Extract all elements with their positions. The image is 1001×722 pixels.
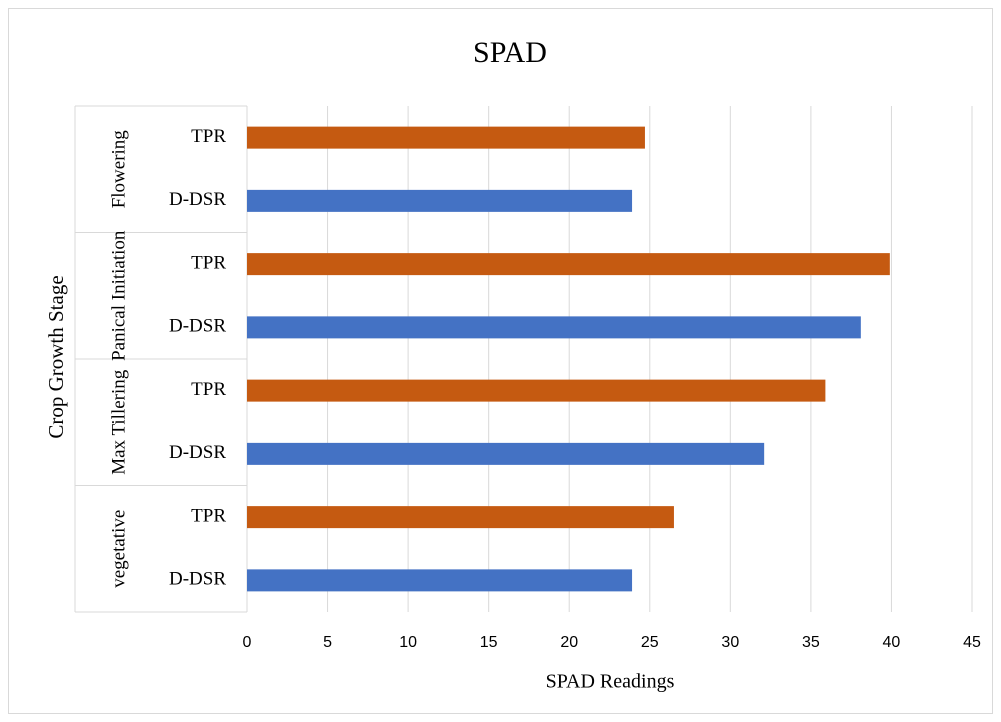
- y-tick-label: D-DSR: [169, 189, 226, 210]
- y-tick-label: D-DSR: [169, 316, 226, 337]
- x-tick-label: 0: [243, 634, 252, 651]
- group-label: Panical Initiation: [108, 230, 129, 361]
- x-tick-label: 35: [802, 634, 820, 651]
- group-label: Max Tillering: [108, 369, 129, 475]
- y-tick-label: TPR: [191, 505, 226, 526]
- y-tick-label: D-DSR: [169, 442, 226, 463]
- bar: [247, 506, 674, 529]
- chart-title: SPAD: [473, 36, 547, 69]
- x-tick-label: 40: [883, 634, 901, 651]
- y-tick-label: TPR: [191, 126, 226, 147]
- chart-border: [8, 8, 993, 714]
- x-axis-title: SPAD Readings: [546, 671, 675, 693]
- x-tick-label: 10: [399, 634, 417, 651]
- x-tick-label: 20: [560, 634, 578, 651]
- x-tick-label: 25: [641, 634, 659, 651]
- x-tick-label: 15: [480, 634, 498, 651]
- x-tick-label: 5: [323, 634, 332, 651]
- x-tick-label: 45: [963, 634, 981, 651]
- bar: [247, 189, 633, 212]
- bar: [247, 126, 645, 149]
- y-tick-label: D-DSR: [169, 569, 226, 590]
- bar: [247, 316, 861, 339]
- group-label: Flowering: [108, 130, 129, 209]
- group-label: vegetative: [108, 510, 129, 588]
- bar: [247, 442, 765, 465]
- bar: [247, 569, 633, 592]
- y-tick-label: TPR: [191, 252, 226, 273]
- y-axis-title: Crop Growth Stage: [44, 275, 68, 438]
- bar: [247, 253, 890, 276]
- y-tick-label: TPR: [191, 379, 226, 400]
- bar: [247, 379, 826, 402]
- x-tick-label: 30: [721, 634, 739, 651]
